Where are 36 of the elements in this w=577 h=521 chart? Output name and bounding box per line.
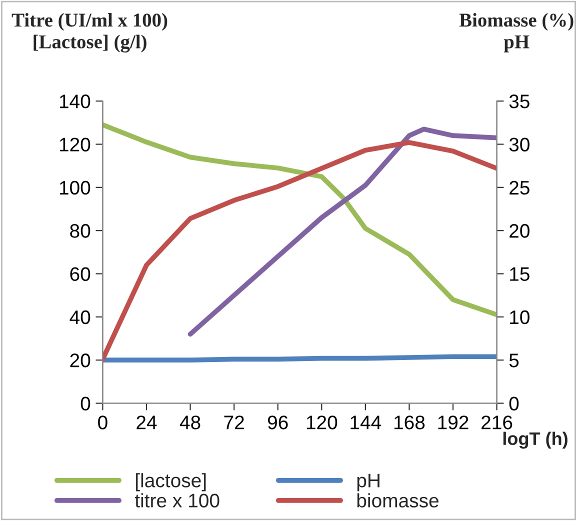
y2-tick-label: 30 bbox=[509, 138, 530, 152]
y2-tick-label: 10 bbox=[510, 310, 530, 324]
legend-label: [lactose] bbox=[136, 473, 206, 492]
y2-tick-label: 15 bbox=[510, 267, 530, 281]
x-tick-label: 48 bbox=[180, 416, 200, 430]
y2-axis-title: Biomasse (%) pH bbox=[459, 13, 574, 52]
line-series bbox=[188, 126, 497, 337]
y-tick-label: 60 bbox=[70, 267, 90, 281]
legend-label: titre x 100 bbox=[134, 493, 220, 508]
x-tick-label: 24 bbox=[136, 416, 157, 430]
y-axis-title: Titre (UI/ml x 100) [Lactose] (g/l) bbox=[12, 13, 168, 52]
y-tick-label: 140 bbox=[60, 94, 90, 108]
y-tick-label: 40 bbox=[70, 310, 90, 324]
x-tick-label: 0 bbox=[98, 416, 108, 430]
y2-tick-label: 5 bbox=[509, 354, 519, 368]
x-tick-label: 168 bbox=[394, 416, 425, 430]
y-tick-label: 100 bbox=[60, 180, 90, 195]
y-tick-label: 0 bbox=[80, 396, 90, 410]
line-series bbox=[102, 140, 497, 362]
x-tick-label: 96 bbox=[268, 416, 288, 430]
y2-tick-label: 20 bbox=[510, 224, 530, 238]
x-tick-label: 72 bbox=[224, 416, 244, 430]
y2-tick-label: 25 bbox=[510, 180, 530, 195]
y2-tick-label: 35 bbox=[509, 94, 530, 108]
y-tick-label: 20 bbox=[70, 354, 90, 368]
y2-tick-label: 0 bbox=[509, 396, 519, 410]
y-tick-label: 120 bbox=[60, 138, 90, 152]
x-tick-label: 216 bbox=[482, 416, 512, 430]
line-series bbox=[102, 122, 497, 318]
legend-label: pH bbox=[357, 474, 380, 492]
x-tick-label: 144 bbox=[350, 416, 382, 430]
x-tick-label: 120 bbox=[306, 416, 338, 430]
legend-label: biomasse bbox=[357, 493, 438, 508]
x-axis-title: logT (h) bbox=[503, 432, 568, 449]
x-tick-label: 192 bbox=[438, 416, 468, 430]
y-tick-label: 80 bbox=[70, 224, 90, 238]
